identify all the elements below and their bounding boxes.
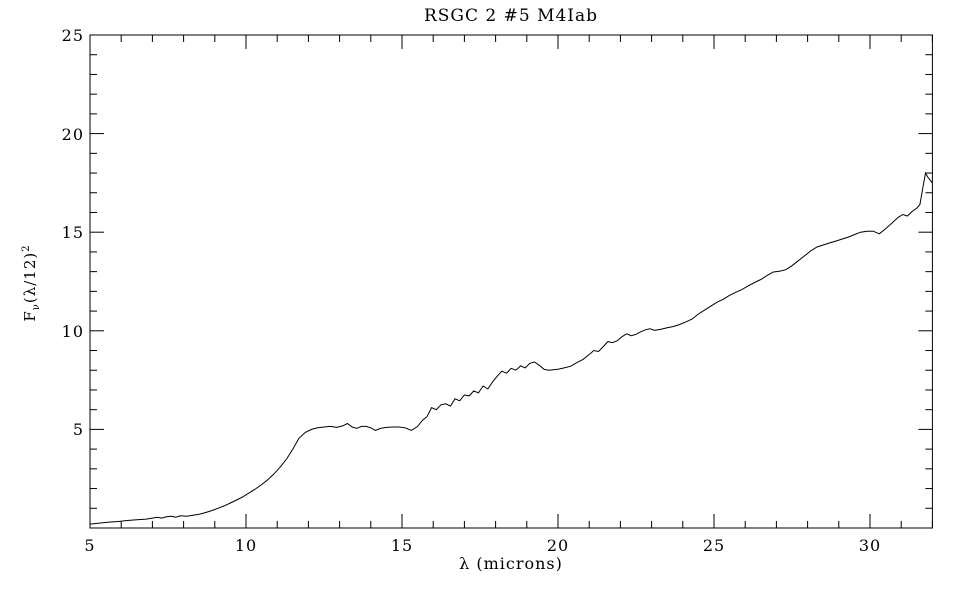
ylabel-superscript: 2	[21, 244, 32, 252]
ylabel-base: F	[21, 310, 39, 322]
x-tick-label: 30	[858, 536, 882, 555]
y-tick-label: 25	[61, 26, 84, 45]
y-axis-label: Fν(λ/12)2	[21, 198, 43, 368]
x-tick-label: 15	[390, 536, 414, 555]
y-tick-label: 20	[61, 124, 84, 144]
spectrum-line	[89, 171, 933, 525]
x-axis-label: λ (microns)	[459, 554, 563, 573]
ylabel-subscript: ν	[31, 303, 42, 311]
x-tick-label: 10	[234, 536, 258, 555]
y-tick-label: 10	[61, 321, 84, 341]
ylabel-mid: (λ/12)	[21, 251, 39, 304]
chart-title: RSGC 2 #5 M4Iab	[423, 6, 599, 26]
x-tick-label: 20	[546, 536, 570, 555]
y-tick-label: 5	[72, 420, 84, 440]
x-tick-label: 5	[84, 536, 96, 555]
y-tick-label: 15	[61, 223, 84, 243]
x-tick-label: 25	[702, 536, 726, 555]
